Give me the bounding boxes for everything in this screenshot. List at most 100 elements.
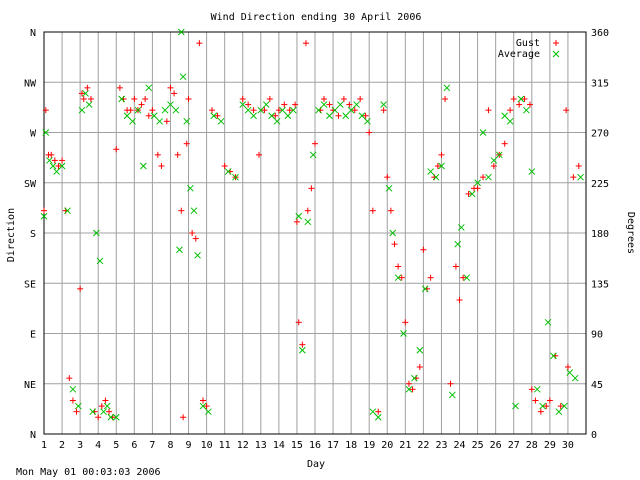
average-point — [331, 106, 339, 114]
average-point — [374, 413, 382, 421]
x-tick-label: 23 — [435, 440, 447, 451]
gust-point — [127, 107, 134, 114]
average-point — [64, 207, 71, 215]
average-point — [210, 112, 218, 120]
gust-point — [357, 96, 364, 102]
y-tick-label-left: W — [30, 129, 37, 140]
gust-point — [66, 375, 73, 382]
gust-point — [351, 107, 358, 114]
average-point — [49, 162, 57, 170]
gust-point — [78, 90, 85, 97]
average-point — [411, 374, 418, 382]
gust-point — [255, 151, 262, 158]
x-tick-label: 22 — [417, 440, 429, 451]
average-point — [42, 129, 50, 136]
gust-point — [142, 96, 149, 102]
gust-point — [335, 112, 342, 119]
average-point — [539, 402, 546, 410]
x-tick-label: 11 — [219, 440, 231, 451]
average-point — [82, 90, 89, 97]
x-tick-label: 26 — [490, 440, 502, 451]
chart-title: Wind Direction ending 30 April 2006 — [211, 12, 422, 23]
gust-point — [281, 101, 288, 108]
average-point — [112, 413, 120, 421]
x-tick-label: 13 — [255, 440, 267, 451]
gust-point — [391, 241, 398, 248]
average-point — [438, 162, 445, 170]
y-tick-label-right: 45 — [591, 380, 603, 391]
average-point — [257, 106, 265, 114]
average-point — [320, 101, 328, 108]
average-point — [571, 374, 579, 382]
average-point — [358, 112, 366, 120]
average-point — [289, 106, 297, 114]
average-point — [400, 330, 407, 337]
average-point — [501, 112, 509, 120]
y-tick-label-right: 135 — [591, 279, 609, 290]
x-axis-label: Day — [307, 459, 325, 470]
gust-point — [409, 386, 416, 393]
average-point — [78, 106, 86, 114]
y2-axis-label: Degrees — [625, 212, 636, 254]
gust-point — [575, 163, 582, 169]
average-point — [156, 117, 163, 125]
average-point — [46, 157, 53, 164]
x-tick-label: 24 — [454, 440, 466, 451]
gust-point — [340, 96, 347, 102]
x-tick-label: 12 — [237, 440, 249, 451]
footer-timestamp: Mon May 01 00:03:03 2006 — [16, 467, 161, 478]
gust-point — [77, 285, 84, 292]
average-point — [577, 173, 584, 181]
average-point — [448, 391, 456, 399]
average-point — [295, 212, 303, 220]
average-point — [389, 229, 397, 237]
average-point — [172, 106, 180, 114]
plot-grid — [44, 32, 586, 434]
gust-point — [516, 101, 523, 108]
average-point — [268, 112, 275, 120]
gust-point — [87, 96, 94, 102]
average-point — [315, 106, 322, 114]
average-point — [179, 73, 187, 81]
gust-point — [526, 101, 533, 108]
average-point — [244, 106, 252, 114]
average-point — [506, 117, 514, 125]
average-point — [103, 402, 111, 410]
gust-point — [221, 163, 228, 169]
gust-point — [557, 403, 564, 410]
average-point — [369, 408, 377, 416]
x-tick-label: 9 — [186, 440, 192, 451]
gust-point — [59, 157, 66, 164]
average-point — [326, 112, 333, 120]
gust-point — [131, 96, 138, 102]
gust-point — [460, 274, 467, 281]
gust-point — [138, 101, 145, 108]
gust-point — [537, 408, 544, 415]
gust-point — [465, 190, 472, 197]
gust-point — [69, 397, 76, 404]
average-point — [134, 106, 142, 114]
x-tick-label: 30 — [562, 440, 574, 451]
y-tick-label-right: 360 — [591, 28, 609, 39]
gust-point — [84, 84, 91, 91]
gust-point — [113, 146, 120, 153]
average-point — [205, 408, 212, 416]
x-tick-label: 1 — [41, 440, 47, 451]
average-point — [167, 101, 174, 108]
average-point — [416, 346, 424, 354]
gust-point — [167, 84, 174, 91]
average-point — [495, 151, 503, 159]
y-tick-label-left: SE — [24, 279, 36, 290]
gust-point — [438, 151, 445, 158]
average-point — [118, 95, 126, 103]
average-point — [279, 106, 286, 114]
average-point — [145, 84, 153, 92]
x-tick-label: 14 — [273, 440, 285, 451]
average-point — [304, 218, 312, 226]
gust-point — [395, 263, 402, 270]
x-tick-label: 10 — [201, 440, 213, 451]
average-point — [224, 168, 232, 175]
average-point — [394, 274, 402, 282]
gust-point — [149, 107, 156, 114]
